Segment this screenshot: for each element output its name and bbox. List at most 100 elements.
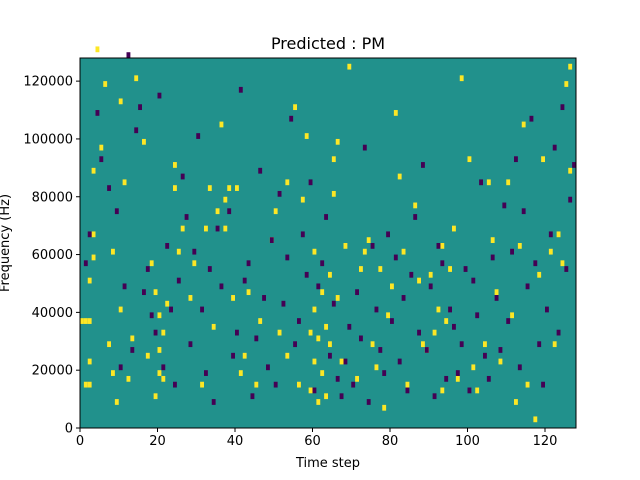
heatmap-cell-low: [304, 271, 309, 278]
heatmap-cell-high: [428, 271, 433, 278]
heatmap-cell-high: [401, 248, 406, 255]
heatmap-cell-low: [184, 214, 189, 220]
heatmap-cell-high: [339, 358, 344, 365]
heatmap-cell-high: [370, 341, 375, 348]
heatmap-cell-high: [440, 387, 445, 394]
heatmap-cell-low: [254, 335, 259, 342]
heatmap-cell-high: [277, 329, 282, 336]
heatmap-cell-low: [494, 295, 499, 301]
heatmap-cell-low: [99, 156, 104, 163]
heatmap-cell-high: [432, 329, 437, 336]
heatmap-cell-high: [331, 190, 336, 197]
heatmap-cell-high: [153, 393, 158, 400]
heatmap-cell-high: [149, 260, 154, 267]
y-tick-label: 0: [65, 422, 73, 437]
heatmap-cell-low: [328, 352, 332, 359]
y-tick-label: 40000: [32, 306, 73, 321]
heatmap-cell-high: [157, 347, 162, 353]
heatmap-cell-high: [444, 318, 449, 324]
heatmap-cell-low: [331, 300, 336, 307]
heatmap-cell-high: [347, 63, 352, 70]
heatmap-cell-low: [514, 156, 518, 163]
heatmap-cell-high: [514, 399, 518, 405]
heatmap-cell-high: [324, 393, 328, 400]
heatmap-cell-high: [417, 277, 421, 284]
heatmap-cell-high: [467, 156, 472, 163]
heatmap-cell-high: [258, 318, 263, 324]
heatmap-cell-high: [231, 295, 235, 301]
heatmap-cell-high: [293, 104, 297, 111]
heatmap-cell-high: [452, 225, 456, 232]
heatmap-cell-low: [432, 393, 437, 400]
y-tick-label: 60000: [32, 248, 73, 263]
heatmap-cell-high: [87, 358, 92, 365]
heatmap-cell-high: [122, 179, 127, 186]
heatmap-cell-high: [316, 399, 321, 405]
x-tick-label: 0: [76, 434, 84, 449]
heatmap-cell-low: [258, 167, 263, 174]
heatmap-cell-low: [107, 185, 111, 191]
heatmap-cell-low: [444, 375, 449, 382]
heatmap-cell-low: [169, 306, 173, 313]
heatmap-cell-low: [541, 381, 545, 388]
heatmap-cell-low: [215, 225, 220, 232]
heatmap-cell-high: [223, 225, 228, 232]
y-axis-label: Frequency (Hz): [0, 194, 13, 292]
heatmap-cell-low: [130, 347, 135, 353]
heatmap-cell-low: [95, 110, 100, 116]
heatmap-cell-low: [192, 248, 197, 255]
heatmap-cell-high: [83, 381, 88, 388]
heatmap-cell-low: [378, 347, 383, 353]
x-axis: 0 20 40 60 80 100 120: [76, 428, 557, 449]
heatmap-cell-high: [219, 121, 224, 128]
heatmap-cell-low: [211, 399, 216, 405]
heatmap-cell-high: [440, 243, 445, 249]
heatmap-cell-high: [87, 318, 92, 324]
heatmap-cell-low: [262, 295, 266, 301]
heatmap-cell-high: [107, 341, 111, 348]
heatmap-cell-low: [552, 144, 557, 151]
heatmap-cell-high: [285, 352, 290, 359]
heatmap-cell-high: [359, 266, 363, 272]
heatmap-cell-low: [87, 231, 92, 238]
heatmap-cell-low: [351, 381, 356, 388]
heatmap-cell-high: [483, 341, 487, 348]
heatmap-cell-low: [242, 277, 247, 284]
heatmap-cell-high: [145, 352, 150, 359]
heatmap-cell-high: [161, 375, 166, 382]
heatmap-cell-low: [475, 312, 480, 319]
heatmap-cell-high: [355, 375, 359, 382]
heatmap-cell-low: [490, 254, 495, 261]
heatmap-cell-high: [91, 167, 96, 174]
heatmap-cell-high: [134, 75, 139, 82]
heatmap-cell-low: [498, 347, 503, 353]
heatmap-cell-high: [118, 306, 123, 313]
heatmap-cell-high: [525, 381, 530, 388]
plot-frame: [79, 57, 577, 429]
heatmap-cell-high: [405, 381, 410, 388]
heatmap-cell-low: [537, 341, 542, 348]
heatmap-cell-low: [463, 266, 468, 272]
heatmap-cell-high: [324, 323, 328, 330]
heatmap-cell-low: [142, 289, 146, 296]
heatmap-cell-high: [111, 370, 115, 376]
heatmap-cell-high: [204, 225, 208, 232]
heatmap-cell-high: [312, 306, 317, 313]
heatmap-cell-low: [386, 231, 390, 238]
heatmap-cell-high: [564, 81, 569, 87]
heatmap-cell-high: [397, 173, 402, 180]
heatmap-cell-high: [517, 243, 522, 249]
heatmap-cell-low: [525, 283, 530, 290]
heatmap-cell-low: [165, 243, 170, 249]
chart-title: Predicted : PM: [271, 34, 385, 53]
heatmap-cell-low: [134, 127, 139, 134]
heatmap-cell-high: [568, 63, 573, 70]
heatmap-cell-low: [207, 266, 212, 272]
heatmap-cell-low: [510, 248, 514, 255]
heatmap-cell-low: [409, 271, 414, 278]
heatmap-cell-high: [533, 416, 538, 423]
heatmap-cell-high: [390, 283, 394, 290]
heatmap-cell-low: [235, 329, 239, 336]
heatmap-cell-high: [227, 185, 232, 191]
x-tick-label: 80: [382, 434, 399, 449]
